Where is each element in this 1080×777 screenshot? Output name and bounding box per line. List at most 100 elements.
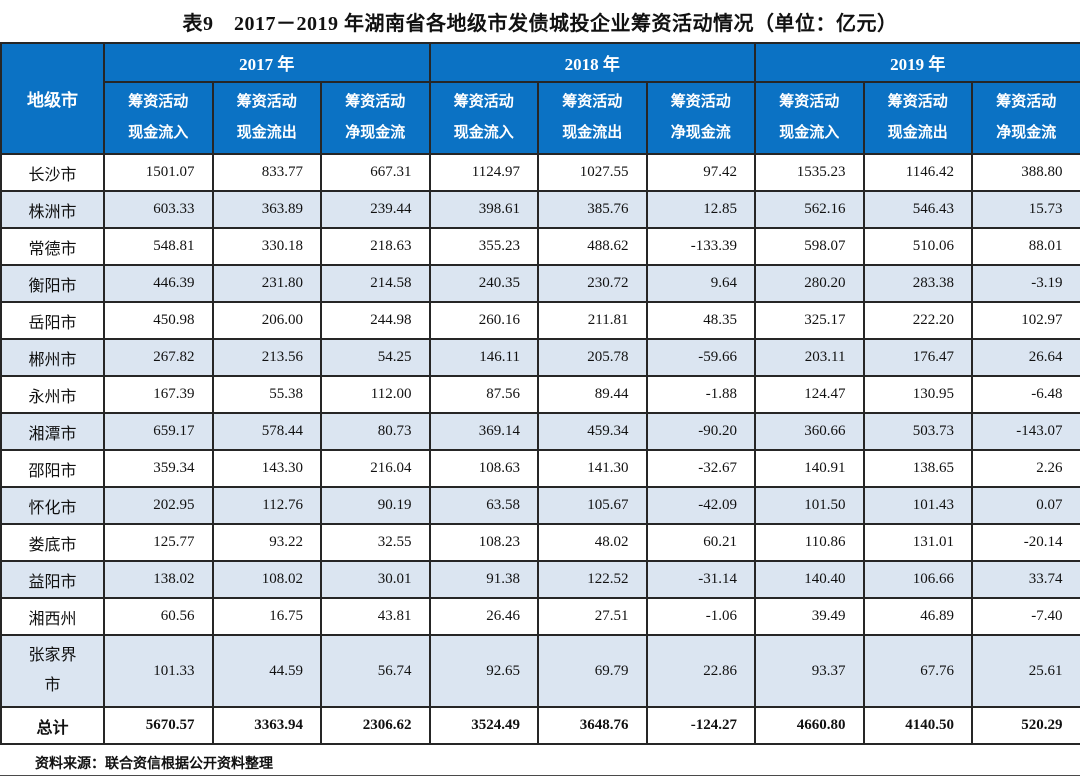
value-cell: 363.89 [211, 190, 322, 229]
value-cell: 218.63 [320, 227, 431, 266]
value-cell: 125.77 [103, 523, 214, 562]
value-cell: 102.97 [971, 301, 1080, 340]
value-cell: 32.55 [320, 523, 431, 562]
value-cell: 55.38 [211, 375, 322, 414]
source-note: 资料来源：联合资信根据公开资料整理 [35, 757, 273, 772]
metric-header-line1: 筹资活动 [670, 94, 731, 110]
metric-header-line2: 净现金流 [996, 125, 1057, 141]
value-cell: 54.25 [320, 338, 431, 377]
value-cell: 87.56 [428, 375, 539, 414]
value-cell: 92.65 [428, 634, 539, 708]
value-cell: -6.48 [971, 375, 1080, 414]
value-cell: 510.06 [862, 227, 973, 266]
city-name: 湘潭市 [28, 425, 77, 443]
value-cell: 48.02 [537, 523, 648, 562]
value-cell: 112.76 [211, 486, 322, 525]
value-cell: 3648.76 [537, 706, 648, 745]
metric-header-line2: 现金流出 [887, 125, 948, 141]
metric-header-line2: 现金流出 [562, 125, 623, 141]
value-cell: -143.07 [971, 412, 1080, 451]
value-cell: 138.65 [862, 449, 973, 488]
value-cell: 562.16 [754, 190, 865, 229]
value-cell: 27.51 [537, 597, 648, 636]
value-cell: 355.23 [428, 227, 539, 266]
value-cell: 239.44 [320, 190, 431, 229]
value-cell: 131.01 [862, 523, 973, 562]
value-cell: 48.35 [645, 301, 756, 340]
value-cell: 520.29 [971, 706, 1080, 745]
value-cell: 97.42 [645, 153, 756, 192]
value-cell: 244.98 [320, 301, 431, 340]
table-body: 长沙市 1501.07 833.77 667.31 1124.97 1027.55 97.4… [0, 153, 1080, 745]
metric-header-line1: 筹资活动 [345, 94, 406, 110]
value-cell: 56.74 [320, 634, 431, 708]
city-name-cell: 湘西州 [0, 597, 105, 636]
value-cell: 138.02 [103, 560, 214, 599]
value-cell: 488.62 [537, 227, 648, 266]
value-cell: 667.31 [320, 153, 431, 192]
city-name-cell: 总计 [0, 706, 105, 745]
city-name: 郴州市 [28, 351, 77, 369]
city-name-cell: 邵阳市 [0, 449, 105, 488]
value-cell: 5670.57 [103, 706, 214, 745]
metric-header-line1: 筹资活动 [887, 94, 948, 110]
value-cell: 108.63 [428, 449, 539, 488]
value-cell: 60.21 [645, 523, 756, 562]
table-row: 长沙市 1501.07 833.77 667.31 1124.97 1027.55 97.4… [0, 153, 1080, 192]
city-name: 怀化市 [28, 499, 77, 517]
metric-header-row: 筹资活动 现金流入 筹资活动 现金流出 筹资活动 净现金流 筹资活动 现金流入 筹资活动 现金流出… [1, 81, 1080, 155]
metric-header-cell: 筹资活动 现金流出 [537, 81, 648, 155]
value-cell: 1027.55 [537, 153, 648, 192]
value-cell: 112.00 [320, 375, 431, 414]
metric-header-line2: 现金流出 [236, 125, 297, 141]
value-cell: 546.43 [862, 190, 973, 229]
value-cell: 202.95 [103, 486, 214, 525]
value-cell: 124.47 [754, 375, 865, 414]
value-cell: 22.86 [645, 634, 756, 708]
table-title: 表9 2017－2019 年湖南省各地级市发债城投企业筹资活动情况（单位：亿元） [182, 13, 898, 35]
year-header-2018: 2018 年 [428, 42, 756, 83]
city-name-cell: 怀化市 [0, 486, 105, 525]
value-cell: 3363.94 [211, 706, 322, 745]
value-cell: 101.43 [862, 486, 973, 525]
table-row: 张家界市 101.33 44.59 56.74 92.65 69.79 22.86 93.37… [0, 634, 1080, 708]
value-cell: 80.73 [320, 412, 431, 451]
city-name: 娄底市 [28, 536, 77, 554]
value-cell: -42.09 [645, 486, 756, 525]
city-name: 衡阳市 [28, 277, 77, 295]
value-cell: 9.64 [645, 264, 756, 303]
value-cell: 43.81 [320, 597, 431, 636]
value-cell: 25.61 [971, 634, 1080, 708]
metric-header-cell: 筹资活动 净现金流 [320, 81, 431, 155]
value-cell: 110.86 [754, 523, 865, 562]
table-row: 湘潭市 659.17 578.44 80.73 369.14 459.34 -90.20 36… [0, 412, 1080, 451]
value-cell: -3.19 [971, 264, 1080, 303]
value-cell: 69.79 [537, 634, 648, 708]
table-row: 郴州市 267.82 213.56 54.25 146.11 205.78 -59.66 20… [0, 338, 1080, 377]
table-row: 永州市 167.39 55.38 112.00 87.56 89.44 -1.88 124.4… [0, 375, 1080, 414]
value-cell: 222.20 [862, 301, 973, 340]
city-name: 张家界市 [28, 646, 77, 694]
value-cell: 67.76 [862, 634, 973, 708]
metric-header-cell: 筹资活动 现金流入 [428, 81, 539, 155]
year-header-2019: 2019 年 [754, 42, 1080, 83]
metric-header-cell: 筹资活动 净现金流 [971, 81, 1080, 155]
metric-header-line2: 现金流入 [453, 125, 514, 141]
value-cell: -124.27 [645, 706, 756, 745]
city-name: 常德市 [28, 240, 77, 258]
table-row: 怀化市 202.95 112.76 90.19 63.58 105.67 -42.09 101… [0, 486, 1080, 525]
metric-header-line1: 筹资活动 [128, 94, 189, 110]
value-cell: 140.40 [754, 560, 865, 599]
value-cell: 12.85 [645, 190, 756, 229]
metric-header-line1: 筹资活动 [453, 94, 514, 110]
value-cell: -31.14 [645, 560, 756, 599]
value-cell: 213.56 [211, 338, 322, 377]
city-name-cell: 郴州市 [0, 338, 105, 377]
value-cell: 108.02 [211, 560, 322, 599]
value-cell: 598.07 [754, 227, 865, 266]
city-name-cell: 张家界市 [0, 634, 105, 708]
value-cell: 214.58 [320, 264, 431, 303]
value-cell: 101.50 [754, 486, 865, 525]
value-cell: 4140.50 [862, 706, 973, 745]
city-name-cell: 长沙市 [0, 153, 105, 192]
